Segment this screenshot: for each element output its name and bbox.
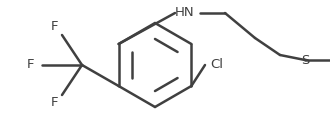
Text: HN: HN <box>175 6 195 20</box>
Text: Cl: Cl <box>210 58 223 71</box>
Text: F: F <box>50 20 58 34</box>
Text: S: S <box>301 54 309 66</box>
Text: F: F <box>50 96 58 110</box>
Text: F: F <box>26 58 34 71</box>
